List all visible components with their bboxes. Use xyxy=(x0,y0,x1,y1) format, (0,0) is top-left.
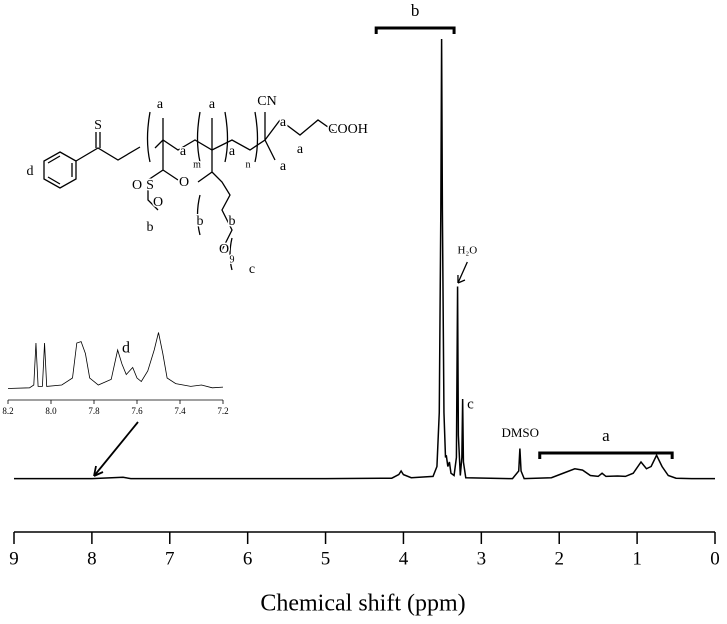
inset-title: d xyxy=(122,340,130,357)
structure-label: S xyxy=(94,118,102,133)
x-tick-label: 7.2 xyxy=(217,406,228,416)
structure-label: a xyxy=(297,142,304,157)
structure-label: a xyxy=(280,159,287,174)
structure-bonds xyxy=(43,111,336,271)
x-tick-label: 0 xyxy=(710,548,720,569)
structure-label: a xyxy=(229,144,236,159)
structure-label: 9 xyxy=(230,254,235,265)
x-tick-label: 8.0 xyxy=(45,406,57,416)
structure-label: n xyxy=(246,159,251,170)
x-tick-label: 4 xyxy=(399,548,409,569)
benzene-ring xyxy=(43,151,77,189)
structure-label: O xyxy=(179,175,189,190)
structure-label: O xyxy=(219,242,229,257)
brackets xyxy=(146,111,259,163)
structure-label: S xyxy=(146,178,154,193)
x-tick-label: 7.6 xyxy=(131,406,143,416)
structure-label: O xyxy=(153,195,163,210)
ester-b xyxy=(147,140,179,211)
structure-label: b xyxy=(197,214,204,229)
bracket xyxy=(374,26,456,34)
x-tick-label: 7.8 xyxy=(88,406,100,416)
x-tick-label: 9 xyxy=(9,548,19,569)
ring-double-bonds xyxy=(47,155,73,185)
structure-label: a xyxy=(209,97,216,112)
structure-label: O xyxy=(132,178,142,193)
x-tick-label: 8 xyxy=(87,548,97,569)
structure-label: d xyxy=(27,164,34,179)
side-methyls xyxy=(162,112,276,161)
ester-peg xyxy=(197,150,233,251)
main-chain xyxy=(154,119,336,151)
spectrum-line xyxy=(7,332,224,389)
structure-label: a xyxy=(157,97,164,112)
x-tick-label: 3 xyxy=(477,548,487,569)
arrow xyxy=(457,261,468,284)
structure-label: a xyxy=(180,144,187,159)
structure-label: CN xyxy=(257,94,276,109)
annotation: a xyxy=(602,426,610,445)
spectrum-line xyxy=(14,38,715,480)
annotation: b xyxy=(411,1,420,20)
x-tick-label: 7 xyxy=(165,548,175,569)
arrow xyxy=(93,421,139,477)
x-tick-label: 5 xyxy=(321,548,331,569)
structure-label: COOH xyxy=(328,122,368,137)
x-tick-label: 8.2 xyxy=(2,406,13,416)
bracket xyxy=(538,451,674,459)
x-axis-title: Chemical shift (ppm) xyxy=(260,591,465,617)
thiocarbonyl xyxy=(75,132,141,162)
structure-label: a xyxy=(280,115,287,130)
structure-label: b xyxy=(147,220,154,235)
annotation: H₂O xyxy=(457,245,477,257)
structure-label: c xyxy=(249,262,255,277)
annotation: DMSO xyxy=(501,425,539,440)
x-tick-label: 1 xyxy=(632,548,642,569)
x-tick-label: 7.4 xyxy=(174,406,186,416)
x-tick-label: 6 xyxy=(243,548,253,569)
annotation: c xyxy=(467,396,474,412)
structure-label: m xyxy=(193,159,201,170)
peg-brackets xyxy=(196,194,233,271)
structure-label: b xyxy=(229,214,236,229)
x-tick-label: 2 xyxy=(554,548,564,569)
